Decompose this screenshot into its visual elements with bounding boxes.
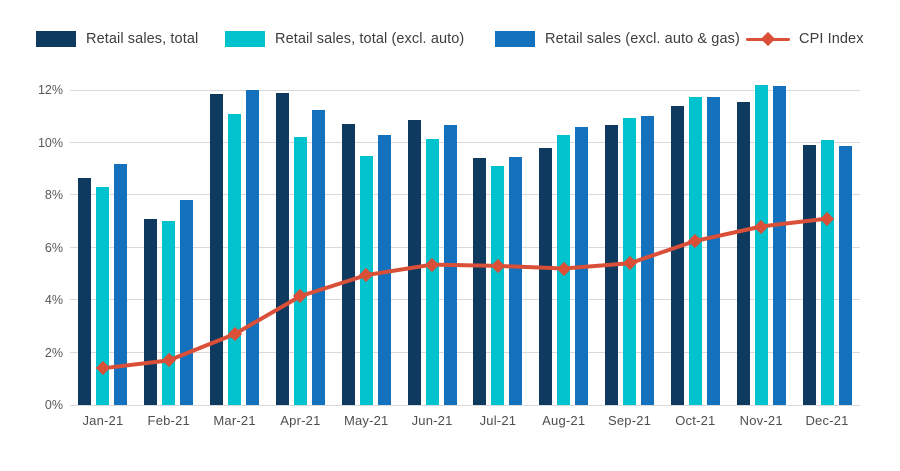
legend-label: Retail sales, total	[86, 31, 199, 47]
bar	[491, 166, 505, 405]
legend-label: CPI Index	[799, 31, 864, 47]
bar-group-Apr-21	[267, 90, 333, 405]
bar	[210, 93, 224, 405]
gridline	[70, 141, 860, 143]
bar	[96, 187, 110, 405]
gridline	[70, 404, 860, 406]
bars-layer	[70, 84, 860, 405]
y-axis-tick-label: 12%	[37, 83, 63, 97]
bar	[509, 156, 523, 405]
bar-group-Nov-21	[728, 84, 794, 405]
cpi-data-point	[688, 233, 703, 249]
cpi-data-point	[820, 211, 835, 226]
x-axis-label: Nov-21	[739, 413, 783, 428]
bar	[78, 177, 92, 405]
y-axis: 12% 10% 8% 6% 4% 2% 0%	[18, 83, 63, 412]
bar	[772, 86, 786, 405]
x-axis-label: May-21	[343, 413, 389, 428]
legend-item-retail-total[interactable]: Retail sales, total	[36, 31, 198, 47]
cpi-data-point	[754, 219, 769, 234]
y-axis-tick-label: 8%	[44, 188, 63, 202]
bar	[425, 138, 439, 405]
x-axis-label: Dec-21	[805, 413, 849, 428]
bar	[407, 120, 421, 405]
cpi-data-point	[622, 256, 637, 271]
y-axis-tick-label: 10%	[37, 135, 63, 150]
gridline	[70, 247, 860, 248]
bar	[341, 124, 355, 405]
x-axis: Jan-21 Feb-21 Mar-21 Apr-21 May-21 Jun-21 Jul-…	[70, 413, 860, 428]
cpi-markers	[70, 90, 860, 405]
legend-label: Retail sales (excl. auto & gas)	[545, 31, 740, 47]
legend-swatch-retail-excl-auto	[225, 31, 265, 47]
legend-item-retail-excl-auto-gas[interactable]: Retail sales (excl. auto & gas)	[495, 31, 740, 47]
legend-label: Retail sales, total (excl. auto)	[275, 31, 465, 47]
x-axis-label: Aug-21	[542, 413, 586, 428]
cpi-line	[70, 90, 860, 405]
x-axis-label: Jul-21	[479, 413, 517, 428]
legend-swatch-retail-total	[36, 31, 76, 47]
cpi-polyline	[103, 219, 827, 369]
x-axis-label: Mar-21	[213, 413, 256, 428]
cpi-data-point	[95, 361, 110, 376]
bar	[754, 84, 768, 405]
plot-area	[70, 84, 860, 406]
bar	[377, 134, 391, 405]
y-axis-tick-label: 0%	[44, 398, 63, 412]
cpi-data-point	[227, 327, 242, 342]
cpi-data-point	[359, 267, 374, 283]
bar	[641, 116, 655, 405]
x-axis-label: Jan-21	[82, 413, 124, 428]
cpi-data-point	[425, 257, 440, 272]
x-axis-label: Oct-21	[675, 413, 716, 428]
bar	[820, 139, 834, 405]
x-axis-label: Sep-21	[607, 413, 652, 428]
y-axis-tick-label: 6%	[44, 240, 63, 255]
x-axis-label: Feb-21	[147, 413, 190, 428]
x-axis-label: Apr-21	[280, 413, 321, 428]
bar-group-Dec-21	[794, 90, 860, 405]
bar	[144, 218, 158, 405]
bar-group-Jul-21	[465, 90, 531, 405]
cpi-data-point	[556, 261, 571, 276]
gridline	[70, 89, 860, 91]
cpi-data-point	[161, 353, 176, 368]
bar	[688, 96, 702, 405]
bar-group-Oct-21	[662, 90, 728, 405]
cpi-data-point	[293, 288, 308, 304]
gridline	[70, 352, 860, 353]
bar	[706, 96, 720, 405]
gridline	[70, 299, 860, 301]
legend: Retail sales, total Retail sales, total …	[0, 0, 900, 70]
cpi-data-point	[490, 258, 505, 273]
bar	[311, 109, 325, 405]
gridline	[70, 194, 860, 196]
bar	[736, 101, 750, 405]
bar	[293, 137, 307, 405]
x-axis-label: Jun-21	[411, 413, 453, 428]
bar	[539, 147, 553, 405]
bar	[802, 145, 816, 405]
bar	[275, 92, 289, 405]
bar-group-Jan-21	[70, 90, 136, 405]
bar	[114, 163, 128, 405]
legend-item-cpi-index[interactable]: CPI Index	[746, 31, 864, 47]
bar	[670, 105, 684, 405]
bar-group-Sep-21	[597, 90, 663, 405]
bar	[838, 146, 852, 405]
line-marker-icon	[746, 31, 790, 47]
legend-swatch-retail-excl-auto-gas	[495, 31, 535, 47]
y-axis-tick-label: 4%	[44, 293, 63, 307]
y-axis-tick-label: 2%	[44, 345, 63, 360]
legend-item-retail-excl-auto[interactable]: Retail sales, total (excl. auto)	[225, 31, 464, 47]
bar	[473, 158, 487, 405]
